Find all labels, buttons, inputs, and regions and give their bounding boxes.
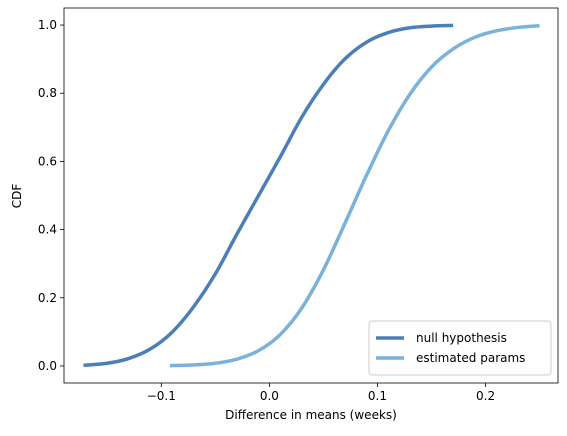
series-layer xyxy=(83,23,540,368)
y-axis-label: CDF xyxy=(10,184,24,209)
x-tick-label: −0.1 xyxy=(147,389,176,403)
x-tick-label: 0.2 xyxy=(476,389,495,403)
legend-box xyxy=(368,320,552,376)
y-axis-ticks: 0.0 0.2 0.4 0.6 0.8 1.0 xyxy=(38,18,64,373)
y-tick-label: 0.2 xyxy=(38,291,57,305)
series-line-estimated-params xyxy=(169,23,540,368)
x-axis-ticks: −0.1 0.0 0.1 0.2 xyxy=(147,383,495,403)
legend: null hypothesis estimated params xyxy=(368,320,552,376)
legend-label-estimated-params: estimated params xyxy=(416,351,525,365)
x-tick-label: 0.0 xyxy=(260,389,279,403)
series-line-null-hypothesis xyxy=(83,23,454,368)
y-tick-label: 1.0 xyxy=(38,18,57,32)
plot-frame xyxy=(63,7,559,384)
x-axis-label: Difference in means (weeks) xyxy=(225,408,397,422)
y-tick-label: 0.4 xyxy=(38,223,57,237)
y-tick-label: 0.6 xyxy=(38,154,57,168)
y-tick-label: 0.0 xyxy=(38,359,57,373)
legend-label-null-hypothesis: null hypothesis xyxy=(416,331,507,345)
x-tick-label: 0.1 xyxy=(368,389,387,403)
y-tick-label: 0.8 xyxy=(38,86,57,100)
